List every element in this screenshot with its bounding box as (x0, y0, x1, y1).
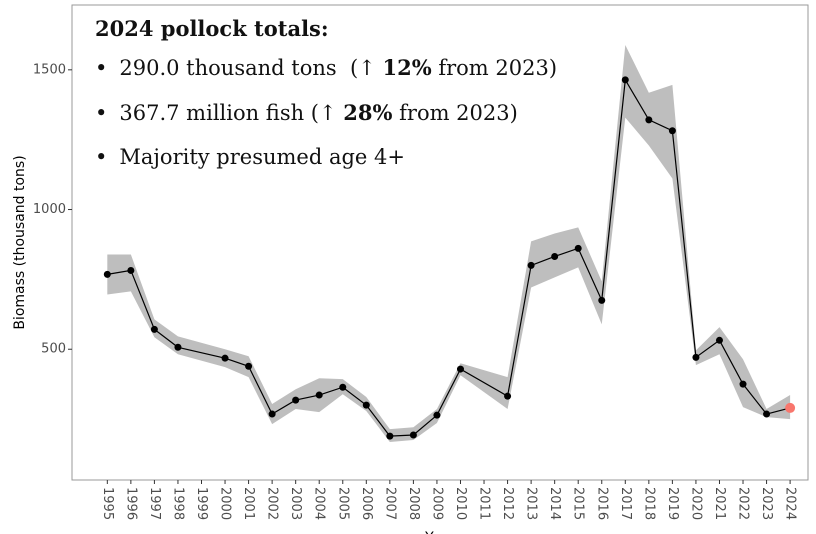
point (504, 392, 512, 400)
bullet-text: from 2023) (392, 101, 518, 125)
x-tick-label: 2002 (265, 487, 280, 520)
y-tick-label: 500 (41, 342, 66, 357)
x-tick-label: 2018 (641, 487, 656, 520)
bullet-text: 290.0 thousand tons (↑ (119, 56, 383, 80)
x-tick-label: 1996 (123, 487, 138, 520)
bullet-text: 367.7 million fish (↑ (119, 101, 344, 125)
x-tick-label: 1997 (147, 487, 162, 520)
x-tick-label: 2014 (547, 487, 562, 520)
annotation-box: 2024 pollock totals: 290.0 thousand tons… (95, 16, 557, 189)
annotation-bullet: Majority presumed age 4+ (95, 145, 557, 169)
x-tick-label: 1999 (194, 487, 209, 520)
x-tick-label: 2015 (571, 487, 586, 520)
x-tick-label: 2006 (359, 487, 374, 520)
point (527, 261, 535, 269)
point (574, 244, 582, 252)
bullet-text: 28% (343, 100, 393, 125)
x-tick-label: 1995 (100, 487, 115, 520)
point (715, 336, 723, 344)
x-tick-label: 2004 (312, 487, 327, 520)
x-tick-label: 2021 (712, 487, 727, 520)
x-tick-label: 2009 (429, 487, 444, 520)
x-tick-label: 2024 (783, 487, 798, 520)
x-tick-label: 2007 (382, 487, 397, 520)
y-tick-label: 1500 (33, 62, 66, 77)
point (668, 127, 676, 135)
annotation-title: 2024 pollock totals: (95, 16, 329, 41)
point (127, 266, 135, 274)
x-tick-label: 2003 (288, 487, 303, 520)
point (221, 354, 229, 362)
x-tick-label: 2017 (618, 487, 633, 520)
point (174, 343, 182, 351)
point (150, 325, 158, 333)
point (292, 396, 300, 404)
x-tick-label: 2000 (218, 487, 233, 520)
annotation-bullet: 367.7 million fish (↑ 28% from 2023) (95, 100, 557, 125)
point (621, 76, 629, 84)
point (763, 410, 771, 418)
x-tick-label: 2008 (406, 487, 421, 520)
point (362, 401, 370, 409)
x-tick-label: 1998 (170, 487, 185, 520)
point (645, 116, 653, 124)
x-tick-label: 2011 (477, 487, 492, 520)
bullet-text: 12% (382, 55, 432, 80)
bullet-text: Majority presumed age 4+ (119, 145, 405, 169)
y-tick-label: 1000 (33, 202, 66, 217)
point (692, 353, 700, 361)
point (551, 252, 559, 260)
biomass-line (107, 78, 791, 437)
bullet-text: from 2023) (431, 56, 558, 80)
x-axis-label: Year (424, 530, 455, 534)
point (409, 431, 417, 439)
x-tick-label: 2022 (736, 487, 751, 520)
point (268, 410, 276, 418)
x-tick-label: 2013 (524, 487, 539, 520)
point (456, 365, 464, 373)
x-tick-label: 2005 (335, 487, 350, 520)
latest-point (785, 402, 796, 413)
plot-frame (71, 4, 809, 481)
x-tick-label: 2012 (500, 487, 515, 520)
point (598, 296, 606, 304)
point (103, 270, 111, 278)
x-tick-label: 2016 (594, 487, 609, 520)
x-tick-label: 2020 (688, 487, 703, 520)
x-tick-label: 2010 (453, 487, 468, 520)
annotation-bullet: 290.0 thousand tons (↑ 12% from 2023) (95, 55, 557, 80)
point (245, 362, 253, 370)
x-tick-label: 2001 (241, 487, 256, 520)
confidence-band (107, 44, 791, 443)
point (386, 432, 394, 440)
x-tick-label: 2023 (759, 487, 774, 520)
x-tick-label: 2019 (665, 487, 680, 520)
y-axis-label: Biomass (thousand tons) (12, 155, 28, 329)
point (315, 391, 323, 399)
point (433, 411, 441, 419)
point (339, 383, 347, 391)
point (739, 380, 747, 388)
